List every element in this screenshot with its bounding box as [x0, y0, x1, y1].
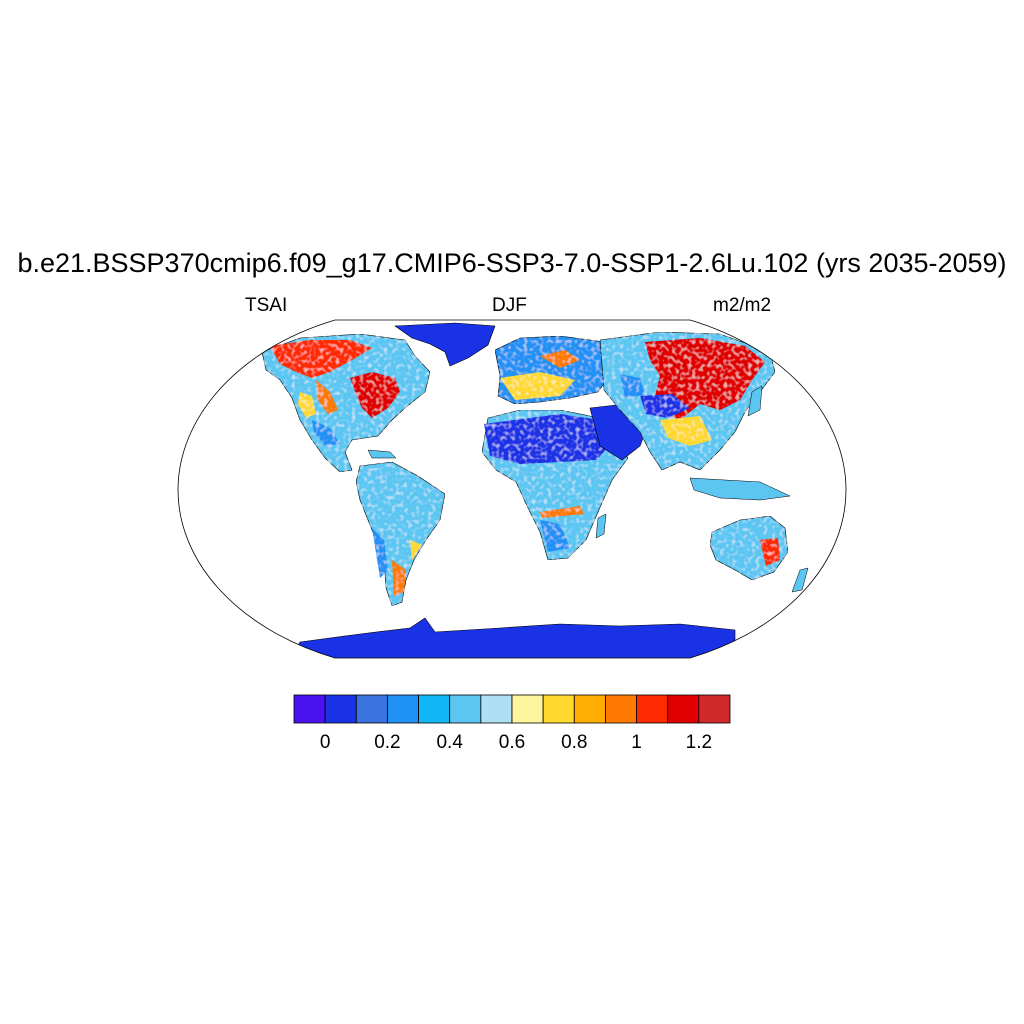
australia [709, 515, 789, 581]
colorbar-swatch [511, 694, 544, 724]
colorbar-swatch [605, 694, 637, 724]
colorbar-tick-label: 0.4 [436, 732, 463, 753]
colorbar-swatch [542, 694, 575, 724]
southeast-asia-islands [689, 477, 791, 501]
plot-title: b.e21.BSSP370cmip6.f09_g17.CMIP6-SSP3-7.… [17, 248, 1007, 278]
colorbar [293, 694, 731, 724]
europe [494, 335, 613, 405]
colorbar-tick-label: 1.2 [685, 732, 713, 753]
land-field [261, 322, 809, 658]
japan [747, 385, 763, 417]
antarctica [289, 617, 736, 658]
colorbar-tick-label: 0.8 [561, 732, 588, 753]
colorbar-swatch [355, 694, 388, 724]
caribbean-islands [367, 449, 397, 459]
madagascar [595, 513, 607, 539]
colorbar-tick-label: 0.2 [374, 732, 401, 753]
colorbar-swatch [480, 694, 513, 724]
colorbar-swatch [418, 694, 451, 724]
season-label: DJF [492, 295, 527, 316]
colorbar-tick-label: 0.6 [498, 732, 526, 753]
south-america [355, 461, 446, 607]
colorbar-tick-label: 0 [319, 732, 331, 753]
greenland [394, 322, 496, 367]
units-label: m2/m2 [713, 295, 772, 316]
colorbar-swatch [573, 694, 606, 724]
asia [599, 331, 776, 471]
colorbar-swatch [324, 694, 357, 724]
colorbar-swatch [293, 694, 326, 724]
new-zealand [791, 567, 809, 593]
north-america [261, 333, 431, 473]
colorbar-swatch [698, 694, 731, 724]
colorbar-swatch [449, 694, 482, 724]
variable-label: TSAI [245, 295, 288, 316]
colorbar-swatch [636, 694, 669, 724]
africa [481, 409, 629, 561]
colorbar-swatch [387, 694, 419, 724]
map-boundary [177, 319, 847, 659]
colorbar-tick-label: 1 [631, 732, 642, 753]
colorbar-swatch [667, 694, 700, 724]
